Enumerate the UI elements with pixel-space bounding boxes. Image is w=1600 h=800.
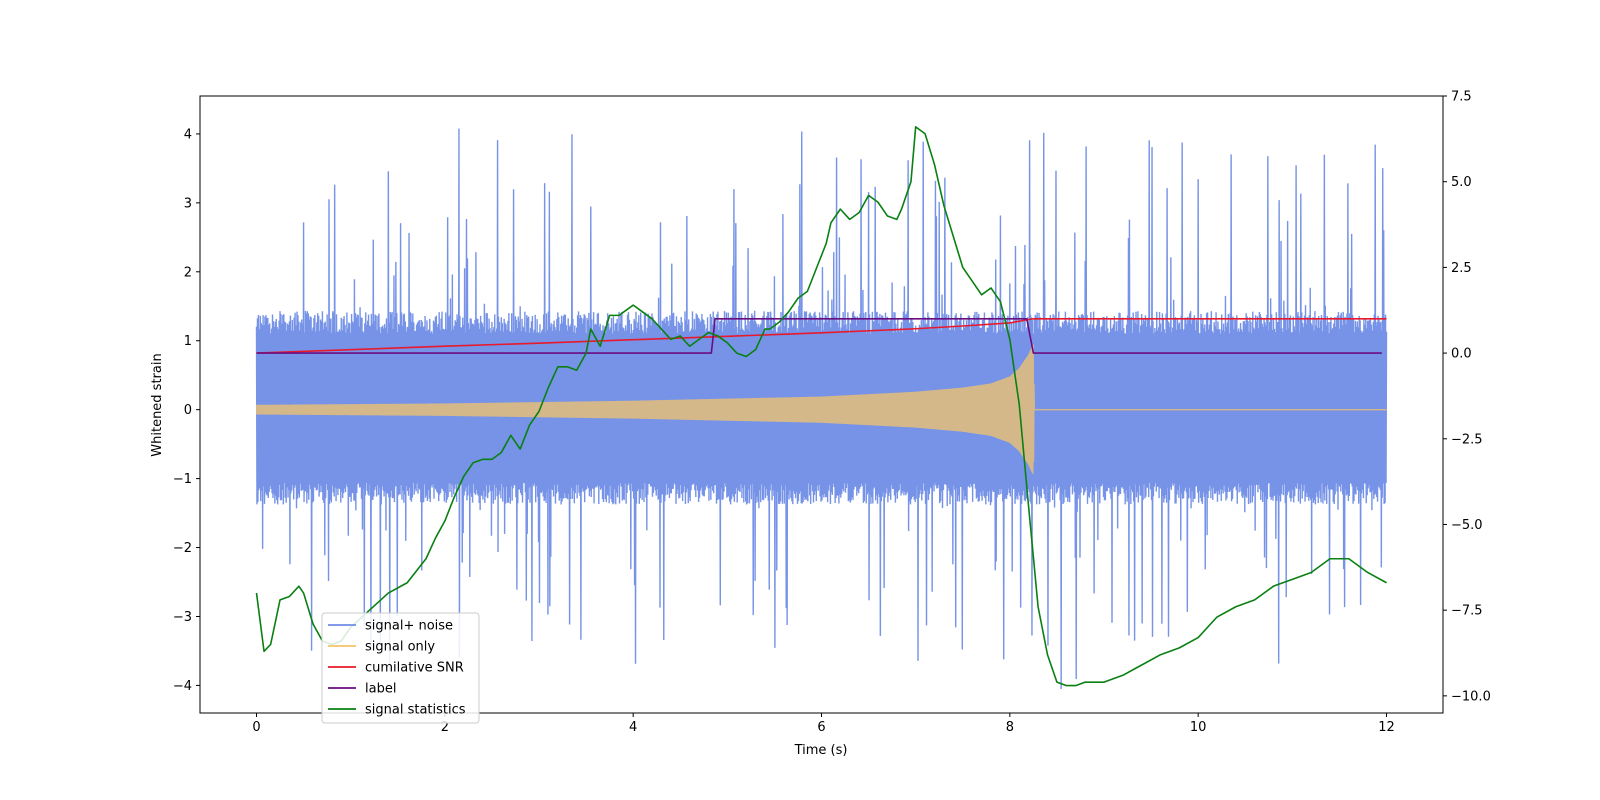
series-signal-statistics: [255, 126, 1387, 687]
y-tick-label: 1: [184, 334, 192, 349]
legend-label: cumilative SNR: [365, 661, 464, 676]
legend-label: label: [365, 682, 396, 697]
x-tick-label: 4: [629, 720, 637, 735]
y2-tick-label: −7.5: [1451, 604, 1483, 619]
y2-tick-label: −5.0: [1451, 518, 1483, 533]
x-axis: 0 2 4 6 8 10 12: [252, 713, 1395, 735]
y-tick-label: −3: [173, 610, 192, 625]
signal-statistics-line: [255, 126, 1387, 687]
x-tick-label: 0: [252, 720, 260, 735]
series-cumilative-snr: [256, 318, 1387, 354]
y-tick-label: 4: [184, 127, 192, 142]
x-tick-label: 6: [817, 720, 825, 735]
x-tick-label: 8: [1006, 720, 1014, 735]
y2-tick-label: −10.0: [1451, 689, 1491, 704]
y-tick-label: −4: [173, 679, 192, 694]
legend: signal+ noise signal only cumilative SNR la…: [321, 612, 480, 724]
y2-tick-label: −2.5: [1451, 432, 1483, 447]
x-tick-label: 12: [1378, 720, 1395, 735]
x-tick-label: 2: [441, 720, 449, 735]
y2-tick-label: 0.0: [1451, 347, 1472, 362]
y-tick-label: −2: [173, 541, 192, 556]
legend-box: [321, 612, 480, 724]
series-label: [256, 318, 1382, 354]
legend-label: signal only: [365, 640, 435, 655]
y-axis-left: −4 −3 −2 −1 0 1 2 3 4: [173, 127, 200, 694]
y-tick-label: 2: [184, 265, 192, 280]
y2-tick-label: 2.5: [1451, 261, 1472, 276]
y-tick-label: 0: [184, 403, 192, 418]
series-signal-noise: [255, 128, 1388, 689]
y2-tick-label: 7.5: [1451, 90, 1472, 105]
y-axis-title: Whitened strain: [150, 353, 165, 456]
y-tick-label: 3: [184, 196, 192, 211]
legend-label: signal+ noise: [365, 619, 453, 634]
y2-tick-label: 5.0: [1451, 175, 1472, 190]
signal-only-trace: [255, 344, 1387, 474]
series-layer: [255, 126, 1388, 689]
y-tick-label: −1: [173, 472, 192, 487]
x-axis-title: Time (s): [794, 743, 848, 758]
cumilative-snr-line: [256, 318, 1387, 354]
label-line: [256, 318, 1382, 354]
signal-noise-trace: [255, 128, 1388, 689]
x-tick-label: 10: [1190, 720, 1207, 735]
series-signal-only: [255, 344, 1387, 474]
y-axis-right: −10.0 −7.5 −5.0 −2.5 0.0 2.5 5.0 7.5: [1443, 90, 1491, 704]
legend-label: signal statistics: [365, 703, 466, 718]
